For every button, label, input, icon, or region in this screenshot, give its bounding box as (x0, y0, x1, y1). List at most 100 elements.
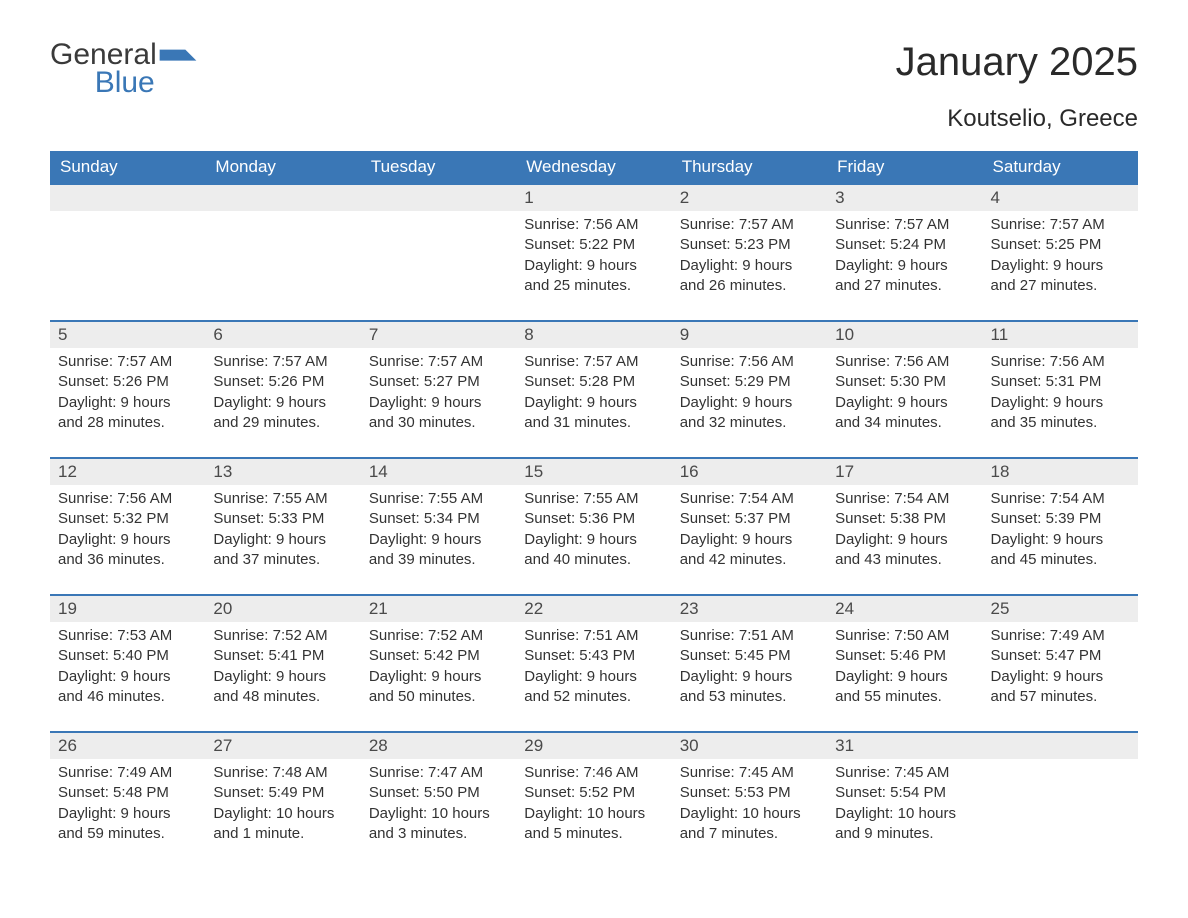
daylight-line: Daylight: 9 hours and 45 minutes. (991, 530, 1130, 571)
sunset-line: Sunset: 5:29 PM (680, 372, 819, 392)
day-content: Sunrise: 7:57 AMSunset: 5:24 PMDaylight:… (827, 211, 982, 320)
header: General Blue January 2025 Koutselio, Gre… (50, 40, 1138, 143)
calendar-cell: 14Sunrise: 7:55 AMSunset: 5:34 PMDayligh… (361, 458, 516, 595)
calendar-cell: 21Sunrise: 7:52 AMSunset: 5:42 PMDayligh… (361, 595, 516, 732)
day-content: Sunrise: 7:52 AMSunset: 5:42 PMDaylight:… (361, 622, 516, 731)
sunset-line: Sunset: 5:36 PM (524, 509, 663, 529)
day-header: Tuesday (361, 151, 516, 184)
calendar-cell: 22Sunrise: 7:51 AMSunset: 5:43 PMDayligh… (516, 595, 671, 732)
sunrise-line: Sunrise: 7:47 AM (369, 763, 508, 783)
day-content: Sunrise: 7:57 AMSunset: 5:26 PMDaylight:… (50, 348, 205, 457)
daylight-line: Daylight: 9 hours and 50 minutes. (369, 667, 508, 708)
calendar-cell: 25Sunrise: 7:49 AMSunset: 5:47 PMDayligh… (983, 595, 1138, 732)
daylight-line: Daylight: 10 hours and 7 minutes. (680, 804, 819, 845)
sunset-line: Sunset: 5:22 PM (524, 235, 663, 255)
logo: General Blue (50, 40, 197, 98)
sunrise-line: Sunrise: 7:55 AM (524, 489, 663, 509)
day-number: 14 (361, 459, 516, 485)
calendar-cell: 8Sunrise: 7:57 AMSunset: 5:28 PMDaylight… (516, 321, 671, 458)
daylight-line: Daylight: 9 hours and 57 minutes. (991, 667, 1130, 708)
day-number: 30 (672, 733, 827, 759)
day-number: 7 (361, 322, 516, 348)
sunrise-line: Sunrise: 7:46 AM (524, 763, 663, 783)
day-number: 9 (672, 322, 827, 348)
sunrise-line: Sunrise: 7:49 AM (58, 763, 197, 783)
daylight-line: Daylight: 10 hours and 9 minutes. (835, 804, 974, 845)
sunset-line: Sunset: 5:23 PM (680, 235, 819, 255)
calendar-cell: 5Sunrise: 7:57 AMSunset: 5:26 PMDaylight… (50, 321, 205, 458)
day-number: 1 (516, 185, 671, 211)
calendar-cell: 17Sunrise: 7:54 AMSunset: 5:38 PMDayligh… (827, 458, 982, 595)
sunrise-line: Sunrise: 7:48 AM (213, 763, 352, 783)
day-header: Thursday (672, 151, 827, 184)
flag-icon (159, 46, 197, 68)
day-number (983, 733, 1138, 759)
sunset-line: Sunset: 5:34 PM (369, 509, 508, 529)
calendar-cell: 10Sunrise: 7:56 AMSunset: 5:30 PMDayligh… (827, 321, 982, 458)
calendar-cell: 19Sunrise: 7:53 AMSunset: 5:40 PMDayligh… (50, 595, 205, 732)
sunrise-line: Sunrise: 7:53 AM (58, 626, 197, 646)
sunrise-line: Sunrise: 7:57 AM (213, 352, 352, 372)
daylight-line: Daylight: 9 hours and 46 minutes. (58, 667, 197, 708)
calendar-cell: 28Sunrise: 7:47 AMSunset: 5:50 PMDayligh… (361, 732, 516, 868)
day-content: Sunrise: 7:49 AMSunset: 5:48 PMDaylight:… (50, 759, 205, 868)
day-content: Sunrise: 7:45 AMSunset: 5:53 PMDaylight:… (672, 759, 827, 868)
day-content (361, 211, 516, 311)
daylight-line: Daylight: 9 hours and 37 minutes. (213, 530, 352, 571)
sunrise-line: Sunrise: 7:51 AM (680, 626, 819, 646)
sunset-line: Sunset: 5:25 PM (991, 235, 1130, 255)
day-number: 28 (361, 733, 516, 759)
day-number: 29 (516, 733, 671, 759)
calendar-week: 12Sunrise: 7:56 AMSunset: 5:32 PMDayligh… (50, 458, 1138, 595)
sunset-line: Sunset: 5:38 PM (835, 509, 974, 529)
calendar-header-row: SundayMondayTuesdayWednesdayThursdayFrid… (50, 151, 1138, 184)
page-title: January 2025 (896, 40, 1138, 85)
sunset-line: Sunset: 5:40 PM (58, 646, 197, 666)
day-content: Sunrise: 7:45 AMSunset: 5:54 PMDaylight:… (827, 759, 982, 868)
day-content: Sunrise: 7:56 AMSunset: 5:22 PMDaylight:… (516, 211, 671, 320)
day-content: Sunrise: 7:52 AMSunset: 5:41 PMDaylight:… (205, 622, 360, 731)
daylight-line: Daylight: 10 hours and 1 minute. (213, 804, 352, 845)
sunset-line: Sunset: 5:52 PM (524, 783, 663, 803)
daylight-line: Daylight: 9 hours and 27 minutes. (991, 256, 1130, 297)
day-number: 12 (50, 459, 205, 485)
sunrise-line: Sunrise: 7:45 AM (835, 763, 974, 783)
title-block: January 2025 Koutselio, Greece (896, 40, 1138, 143)
day-header: Saturday (983, 151, 1138, 184)
day-number: 5 (50, 322, 205, 348)
day-content: Sunrise: 7:55 AMSunset: 5:36 PMDaylight:… (516, 485, 671, 594)
sunset-line: Sunset: 5:26 PM (213, 372, 352, 392)
sunrise-line: Sunrise: 7:56 AM (680, 352, 819, 372)
day-content (205, 211, 360, 311)
day-number: 8 (516, 322, 671, 348)
daylight-line: Daylight: 9 hours and 36 minutes. (58, 530, 197, 571)
daylight-line: Daylight: 9 hours and 34 minutes. (835, 393, 974, 434)
day-content: Sunrise: 7:57 AMSunset: 5:28 PMDaylight:… (516, 348, 671, 457)
daylight-line: Daylight: 9 hours and 52 minutes. (524, 667, 663, 708)
day-number (205, 185, 360, 211)
day-content: Sunrise: 7:54 AMSunset: 5:37 PMDaylight:… (672, 485, 827, 594)
day-number: 27 (205, 733, 360, 759)
day-content: Sunrise: 7:49 AMSunset: 5:47 PMDaylight:… (983, 622, 1138, 731)
calendar-body: 1Sunrise: 7:56 AMSunset: 5:22 PMDaylight… (50, 184, 1138, 868)
day-content: Sunrise: 7:48 AMSunset: 5:49 PMDaylight:… (205, 759, 360, 868)
sunrise-line: Sunrise: 7:57 AM (835, 215, 974, 235)
daylight-line: Daylight: 9 hours and 35 minutes. (991, 393, 1130, 434)
daylight-line: Daylight: 9 hours and 29 minutes. (213, 393, 352, 434)
day-number: 31 (827, 733, 982, 759)
day-content: Sunrise: 7:56 AMSunset: 5:29 PMDaylight:… (672, 348, 827, 457)
calendar-cell: 26Sunrise: 7:49 AMSunset: 5:48 PMDayligh… (50, 732, 205, 868)
calendar-cell: 27Sunrise: 7:48 AMSunset: 5:49 PMDayligh… (205, 732, 360, 868)
sunrise-line: Sunrise: 7:52 AM (369, 626, 508, 646)
calendar-cell: 30Sunrise: 7:45 AMSunset: 5:53 PMDayligh… (672, 732, 827, 868)
calendar-cell: 2Sunrise: 7:57 AMSunset: 5:23 PMDaylight… (672, 184, 827, 321)
day-content: Sunrise: 7:55 AMSunset: 5:34 PMDaylight:… (361, 485, 516, 594)
sunset-line: Sunset: 5:46 PM (835, 646, 974, 666)
daylight-line: Daylight: 9 hours and 26 minutes. (680, 256, 819, 297)
daylight-line: Daylight: 9 hours and 30 minutes. (369, 393, 508, 434)
day-number: 18 (983, 459, 1138, 485)
calendar-cell: 15Sunrise: 7:55 AMSunset: 5:36 PMDayligh… (516, 458, 671, 595)
calendar-cell (205, 184, 360, 321)
calendar-week: 19Sunrise: 7:53 AMSunset: 5:40 PMDayligh… (50, 595, 1138, 732)
sunset-line: Sunset: 5:37 PM (680, 509, 819, 529)
